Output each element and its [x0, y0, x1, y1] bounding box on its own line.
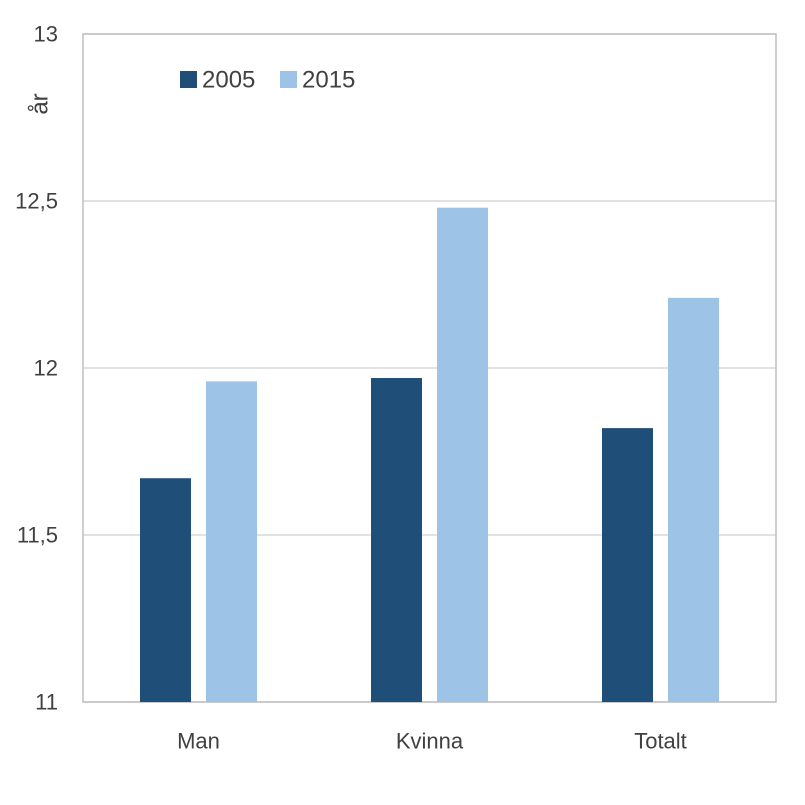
x-axis-category-labels: Man Kvinna Totalt — [177, 729, 687, 754]
x-category-label-1: Kvinna — [396, 729, 464, 754]
bar-kvinna-2015 — [437, 207, 488, 702]
y-tick-label-2: 12 — [34, 356, 58, 381]
x-category-label-0: Man — [177, 729, 220, 754]
legend-label-2005: 2005 — [202, 67, 255, 94]
bar-man-2015 — [206, 381, 257, 702]
bar-kvinna-2005 — [371, 378, 422, 702]
bar-man-2005 — [140, 478, 191, 702]
y-tick-label-1: 11,5 — [17, 523, 58, 548]
y-tick-label-0: 11 — [35, 690, 58, 715]
y-tick-label-3: 12,5 — [15, 189, 58, 214]
y-tick-label-4: 13 — [34, 22, 58, 47]
y-axis-label: år — [27, 93, 54, 114]
legend-swatch-2005 — [180, 71, 197, 88]
bar-totalt-2005 — [602, 428, 653, 702]
legend-label-2015: 2015 — [302, 67, 355, 94]
plot-area-border — [82, 33, 777, 703]
bar-totalt-2015 — [668, 297, 719, 702]
x-category-label-2: Totalt — [634, 729, 687, 754]
bars — [140, 207, 719, 702]
y-axis-tick-labels: 11 11,5 12 12,5 13 — [15, 22, 58, 715]
legend: 2005 2015 — [180, 67, 355, 94]
legend-swatch-2015 — [280, 71, 297, 88]
